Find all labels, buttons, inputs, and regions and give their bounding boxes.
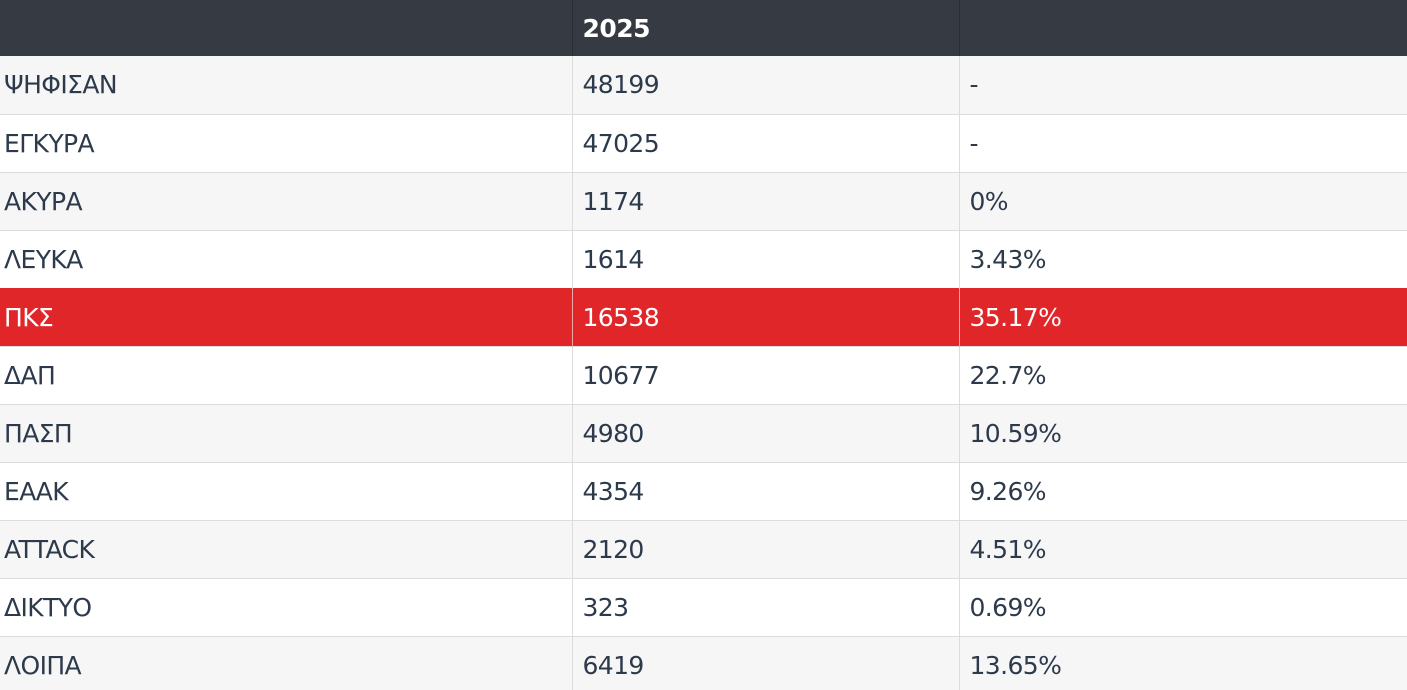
row-percent: 4.51% xyxy=(959,519,1407,578)
row-label: ΠΚΣ xyxy=(0,287,573,346)
table-row: ΑΚΥΡΑ 1174 0% xyxy=(0,171,1407,230)
row-percent: 35.17% xyxy=(959,287,1407,346)
row-percent: 22.7% xyxy=(959,345,1407,404)
table-row: ΛΕΥΚΑ 1614 3.43% xyxy=(0,229,1407,288)
row-percent: 0.69% xyxy=(959,577,1407,636)
row-percent: 10.59% xyxy=(959,403,1407,462)
row-votes: 6419 xyxy=(572,635,960,690)
table-row: ΠΑΣΠ 4980 10.59% xyxy=(0,403,1407,462)
row-votes: 16538 xyxy=(572,287,960,346)
table-row: ΕΓΚΥΡΑ 47025 - xyxy=(0,113,1407,172)
header-year-column: 2025 xyxy=(572,0,960,56)
table-row: ΨΗΦΙΣΑΝ 48199 - xyxy=(0,56,1407,114)
row-label: ΔΑΠ xyxy=(0,345,573,404)
header-percent-column xyxy=(959,0,1407,56)
row-label: ΕΑΑΚ xyxy=(0,461,573,520)
row-label: ΑΚΥΡΑ xyxy=(0,171,573,230)
table-row: ΔΑΠ 10677 22.7% xyxy=(0,345,1407,404)
row-percent: - xyxy=(959,113,1407,172)
row-percent: 0% xyxy=(959,171,1407,230)
row-votes: 47025 xyxy=(572,113,960,172)
row-percent: 13.65% xyxy=(959,635,1407,690)
row-votes: 48199 xyxy=(572,56,960,114)
row-label: ΠΑΣΠ xyxy=(0,403,573,462)
row-votes: 10677 xyxy=(572,345,960,404)
row-votes: 323 xyxy=(572,577,960,636)
row-votes: 4354 xyxy=(572,461,960,520)
table-row: ΠΚΣ 16538 35.17% xyxy=(0,287,1407,346)
row-votes: 1614 xyxy=(572,229,960,288)
row-percent: 3.43% xyxy=(959,229,1407,288)
row-label: ΛΕΥΚΑ xyxy=(0,229,573,288)
row-votes: 1174 xyxy=(572,171,960,230)
row-percent: - xyxy=(959,56,1407,114)
row-label: ATTACK xyxy=(0,519,573,578)
table-row: ΛΟΙΠΑ 6419 13.65% xyxy=(0,635,1407,690)
row-label: ΨΗΦΙΣΑΝ xyxy=(0,56,573,114)
row-label: ΕΓΚΥΡΑ xyxy=(0,113,573,172)
row-percent: 9.26% xyxy=(959,461,1407,520)
table-body: ΨΗΦΙΣΑΝ 48199 - ΕΓΚΥΡΑ 47025 - ΑΚΥΡΑ 117… xyxy=(0,56,1407,690)
header-label-column xyxy=(0,0,573,56)
row-votes: 2120 xyxy=(572,519,960,578)
table-row: ΕΑΑΚ 4354 9.26% xyxy=(0,461,1407,520)
row-label: ΔΙΚΤΥΟ xyxy=(0,577,573,636)
table-header: 2025 xyxy=(0,0,1407,56)
row-votes: 4980 xyxy=(572,403,960,462)
table-row: ATTACK 2120 4.51% xyxy=(0,519,1407,578)
header-row: 2025 xyxy=(0,0,1407,56)
table-row: ΔΙΚΤΥΟ 323 0.69% xyxy=(0,577,1407,636)
row-label: ΛΟΙΠΑ xyxy=(0,635,573,690)
